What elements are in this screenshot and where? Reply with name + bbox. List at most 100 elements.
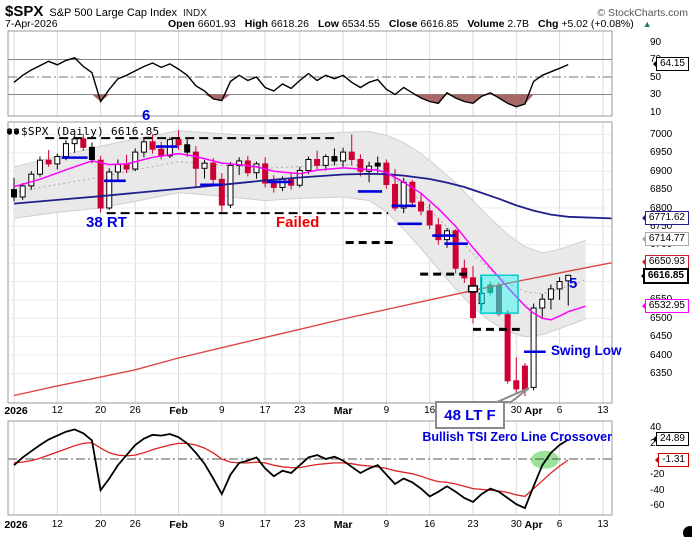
black-tick-mark [467,285,479,293]
ema-line [13,152,586,321]
callout-text: 48 LT F [444,406,496,424]
x-axis-tick: 9 [219,519,225,530]
x-axis-tick: Feb [169,405,188,417]
axis-value-flag: 24.89 [652,432,689,447]
axis-value-flag: 64.15 [652,57,689,72]
band-lower [13,192,586,338]
price-axis-tick: 6850 [650,184,673,196]
x-axis-tick: Apr [524,405,543,417]
rsi-line [13,57,569,108]
annotation-swing-low: Swing Low [551,343,622,358]
corner-mark [683,526,692,537]
close-label: Close [388,18,418,30]
candle-body [279,178,286,188]
candle-body [521,365,528,391]
chart-legend: $SPX (Daily) 6616.85 [21,125,160,138]
candle-body [201,162,208,169]
candle-body [71,138,78,145]
candle-body [227,164,234,206]
x-axis-tick: 6 [556,519,563,530]
ohlc-quote: Open 6601.93 High 6618.26 Low 6534.55 Cl… [168,18,652,30]
candle-body [45,159,52,165]
tsi-axis-tick: 20 [650,438,661,449]
axis-value-flag: 6532.95 [641,298,689,313]
annotation-count-6: 6 [142,107,151,124]
axis-value-flag: 6714.77 [641,231,689,246]
axis-value-flag: 6616.85 [640,267,689,284]
candle-body [158,148,165,157]
rsi-axis-tick: 50 [650,71,662,83]
candle-body [314,158,321,166]
cyan-highlight-box [480,274,519,314]
x-axis-tick: Feb [169,519,188,531]
candle-body [218,178,225,206]
tsi-axis-tick: 40 [650,422,662,434]
candle-body [504,314,511,382]
close-value: 6616.85 [420,18,459,30]
annotation-count-5: 5 [569,275,578,292]
candle-body [374,162,381,167]
x-axis-tick: Mar [333,405,353,417]
candle-body [149,141,156,150]
candle-body [530,307,537,388]
x-axis-tick: 30 [510,519,522,530]
candle-body [478,292,485,305]
candle-body [348,151,355,160]
price-axis-tick: 6900 [650,165,673,177]
low-label: Low [317,18,339,30]
candle-body [123,164,130,170]
annotation-38-retrace: 38 RT [86,214,127,231]
callout-48-lt-f: 48 LT F [435,401,505,429]
x-axis-tick: 26 [129,519,141,530]
tsi-axis-tick: -40 [650,484,665,496]
rsi-axis-tick: 90 [650,36,662,48]
exchange-label: INDX [182,8,207,19]
panel-border [7,420,613,516]
candle-body [366,165,373,172]
change-value: +5.02 (+0.08%) [561,18,634,30]
candle-body [469,277,476,319]
tsi-signal-line [13,441,569,498]
candle-body [114,164,121,173]
price-axis-tick: 6800 [650,202,673,214]
candle-body [400,181,407,209]
quote-row: 7-Apr-2026 Open 6601.93 High 6618.26 Low… [5,18,688,30]
x-axis-tick: 30 [510,405,522,416]
x-axis-tick: 12 [51,519,63,530]
candle-body [513,380,520,390]
candle-body [270,182,277,188]
open-label: Open [168,18,195,30]
candle-body [435,224,442,241]
price-axis-tick: 6400 [650,349,673,361]
low-value: 6534.55 [341,18,380,30]
callout-pointer [496,387,530,403]
x-axis-tick: 23 [294,519,306,530]
candle-body [62,143,69,158]
candle-body [236,160,243,166]
x-axis-tick: Mar [333,519,353,531]
candle-body [140,141,147,153]
x-axis-tick: 9 [383,405,390,416]
rsi-axis-tick: 10 [650,106,662,118]
x-axis-tick: 20 [95,405,107,416]
panel-border [7,121,613,404]
candle-body [244,160,251,174]
candle-body [28,173,35,187]
annotation-failed: Failed [276,214,320,231]
price-axis-tick: 6500 [650,312,673,324]
tsi-line [13,428,569,510]
ticker-symbol: $SPX [5,3,44,20]
candle-body [322,156,329,166]
high-value: 6618.26 [270,18,309,30]
up-arrow-icon: ▲ [642,19,652,29]
band-upper [13,130,586,254]
index-name: S&P 500 Large Cap Index [49,7,177,19]
candle-body [409,181,416,203]
x-axis-tick: 12 [51,405,63,416]
change-label: Chg [538,18,559,30]
candle-body [175,139,182,146]
candle-body [80,138,87,148]
axis-value-flag: -1.31 [655,452,689,467]
band-middle-dotted [13,161,586,295]
